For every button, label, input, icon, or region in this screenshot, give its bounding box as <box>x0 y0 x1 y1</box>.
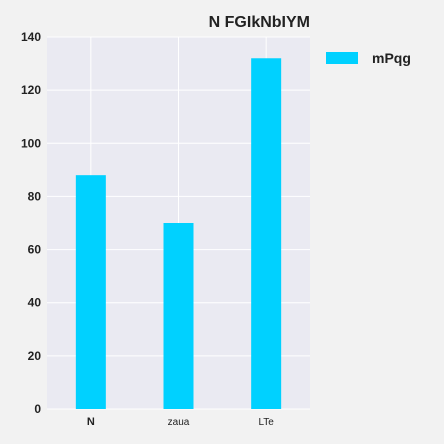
y-tick-label: 140 <box>21 30 41 44</box>
chart-title: N FGIkNbIYM <box>209 14 310 31</box>
y-tick-label: 40 <box>28 296 42 310</box>
legend-label: mPqg <box>372 50 411 66</box>
y-tick-label: 20 <box>28 349 42 363</box>
bar <box>251 58 282 409</box>
legend: mPqg <box>326 50 411 66</box>
y-axis-ticks: 0 20 40 60 80 100 120 140 <box>21 30 41 416</box>
x-tick-label: zaua <box>168 417 190 428</box>
y-tick-label: 100 <box>21 136 41 150</box>
x-tick-label: N <box>87 416 95 428</box>
bar <box>75 175 106 409</box>
y-tick-label: 120 <box>21 83 41 97</box>
y-tick-label: 0 <box>34 402 41 416</box>
bar-series <box>75 58 282 409</box>
y-tick-label: 80 <box>28 189 42 203</box>
x-tick-label: LTe <box>258 417 274 428</box>
bar <box>163 223 194 409</box>
y-tick-label: 60 <box>28 243 42 257</box>
legend-swatch <box>326 52 358 64</box>
